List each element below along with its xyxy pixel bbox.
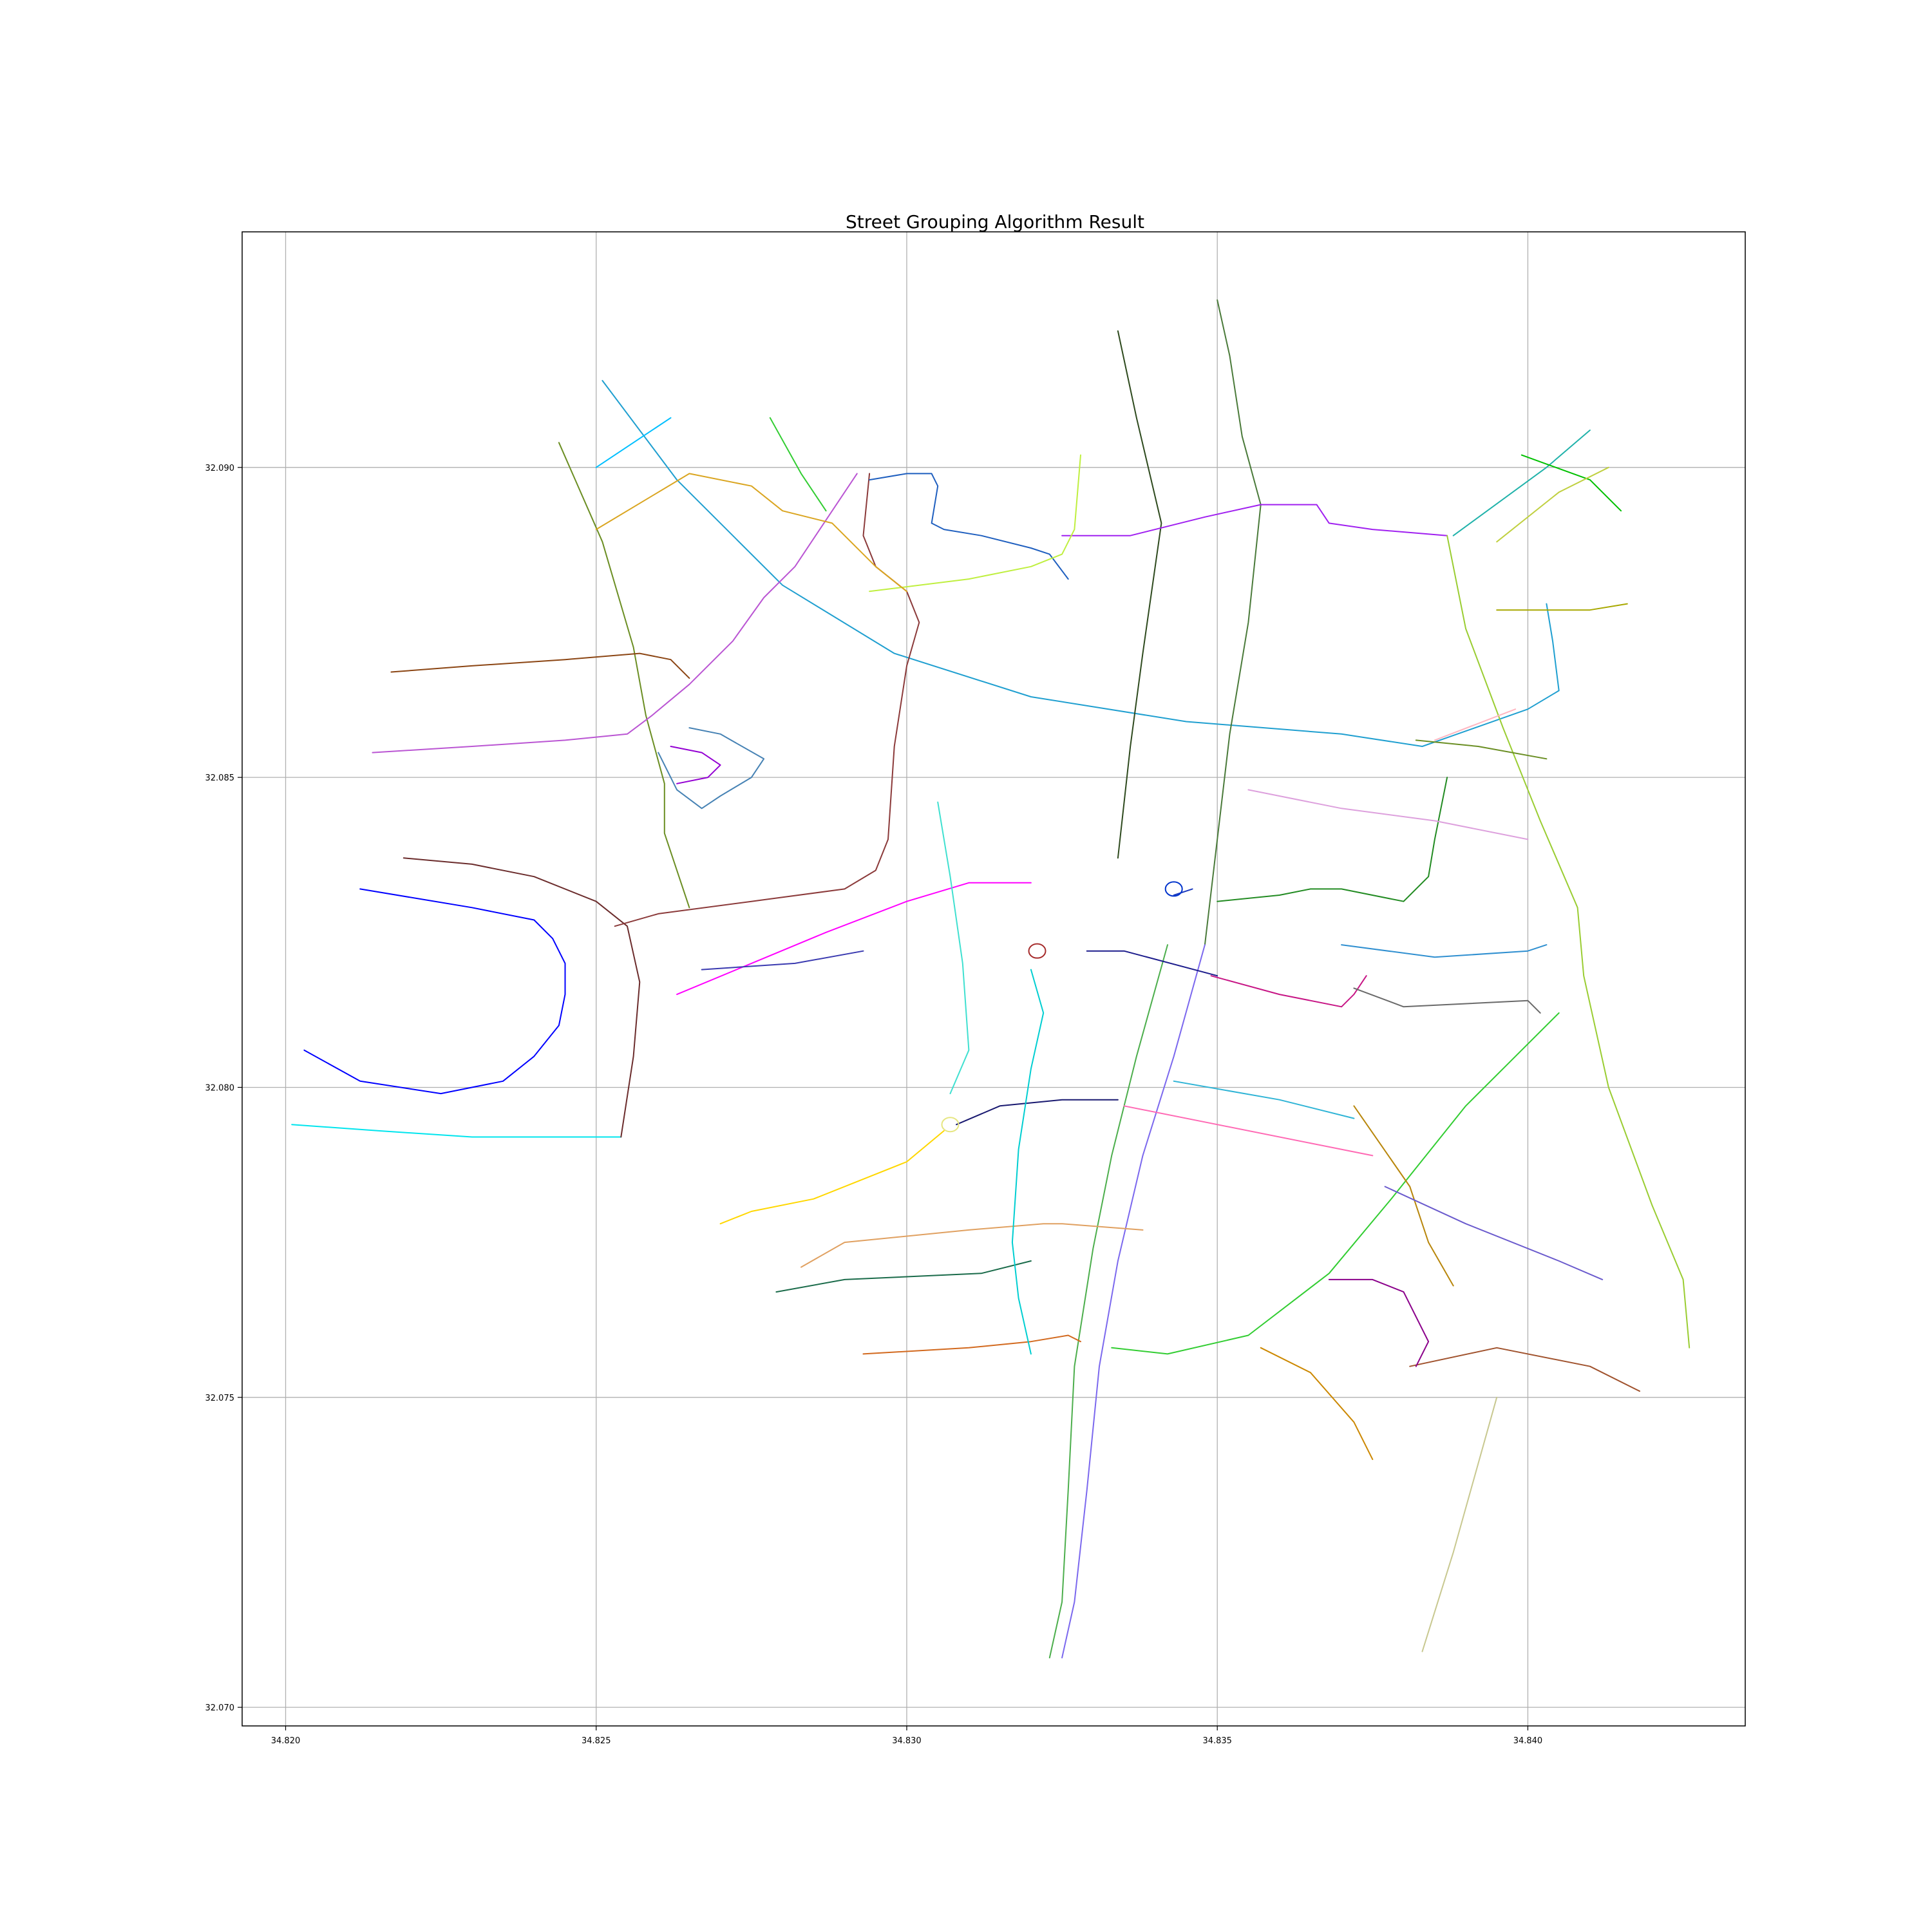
street-segment: [676, 882, 1032, 996]
street-segment: [1353, 987, 1541, 1014]
x-tick-label: 34.840: [1513, 1736, 1543, 1746]
roundabout-ring: [941, 1117, 960, 1133]
x-tick-label: 34.825: [582, 1736, 611, 1746]
street-segment: [775, 1260, 1032, 1293]
plot-frame: [242, 231, 1746, 1727]
x-axis: 34.820 34.825 34.830 34.835 34.840: [271, 1726, 1542, 1746]
roundabout-ring: [1164, 881, 1183, 897]
street-segment: [614, 473, 920, 927]
street-segment: [869, 454, 1081, 592]
street-segment: [937, 801, 970, 1095]
street-segment: [402, 857, 641, 1138]
y-tick-label: 32.075: [205, 1394, 235, 1403]
street-segment: [1452, 430, 1591, 536]
street-segment: [1210, 975, 1367, 1008]
street-segment: [658, 727, 765, 810]
street-segment: [1217, 777, 1448, 902]
street-segment: [303, 888, 566, 1095]
street-segment: [1421, 1396, 1498, 1653]
street-segment: [956, 1099, 1119, 1126]
roundabout-ring: [1028, 943, 1046, 959]
street-segment: [1353, 1105, 1454, 1287]
street-segment: [719, 1130, 945, 1225]
chart-title: Street Grouping Algorithm Result: [846, 211, 1144, 232]
street-segment: [869, 473, 1069, 580]
street-segment: [1011, 969, 1045, 1355]
x-tick-label: 34.835: [1202, 1736, 1232, 1746]
street-segment: [862, 1334, 1081, 1355]
street-segment: [1446, 535, 1690, 1349]
x-tick-label: 34.830: [892, 1736, 922, 1746]
street-lines: [291, 299, 1690, 1659]
street-segment: [670, 746, 721, 784]
street-segment: [1415, 739, 1548, 760]
street-segment: [1117, 330, 1162, 859]
street-segment: [595, 417, 672, 468]
street-segment: [1247, 789, 1529, 840]
street-segment: [558, 442, 690, 909]
y-tick-label: 32.080: [205, 1083, 235, 1093]
street-segment: [1048, 944, 1168, 1659]
street-segment: [1384, 1186, 1604, 1280]
street-segment: [595, 473, 907, 592]
street-segment: [1328, 1278, 1430, 1367]
street-segment: [1123, 1105, 1374, 1157]
street-segment: [1434, 708, 1517, 741]
street-segment: [1111, 1012, 1560, 1355]
y-tick-label: 32.070: [205, 1703, 235, 1713]
street-segment: [1204, 299, 1262, 946]
street-segment: [372, 473, 858, 753]
street-segment: [1409, 1347, 1640, 1392]
street-segment: [769, 417, 827, 512]
y-axis: 32.070 32.075 32.080 32.085 32.090: [205, 464, 242, 1713]
street-segment: [1260, 1347, 1374, 1461]
y-tick-label: 32.085: [205, 773, 235, 783]
street-segment: [1496, 466, 1609, 543]
street-segment: [1173, 1080, 1355, 1119]
street-segment: [1173, 888, 1193, 896]
roundabout-rings: [941, 881, 1183, 1133]
street-segment: [701, 950, 864, 971]
street-segment: [800, 1223, 1144, 1268]
street-segment: [1061, 504, 1448, 536]
street-segment: [601, 380, 1560, 747]
x-tick-label: 34.820: [271, 1736, 301, 1746]
grid-lines: [242, 232, 1745, 1726]
street-segment: [1341, 944, 1548, 958]
street-segment: [1086, 950, 1218, 977]
street-segment: [1061, 944, 1206, 1659]
y-tick-label: 32.090: [205, 464, 235, 473]
street-segment: [1520, 454, 1622, 512]
street-segment: [291, 1124, 622, 1138]
street-segment: [1496, 603, 1628, 611]
street-segment: [390, 652, 690, 679]
